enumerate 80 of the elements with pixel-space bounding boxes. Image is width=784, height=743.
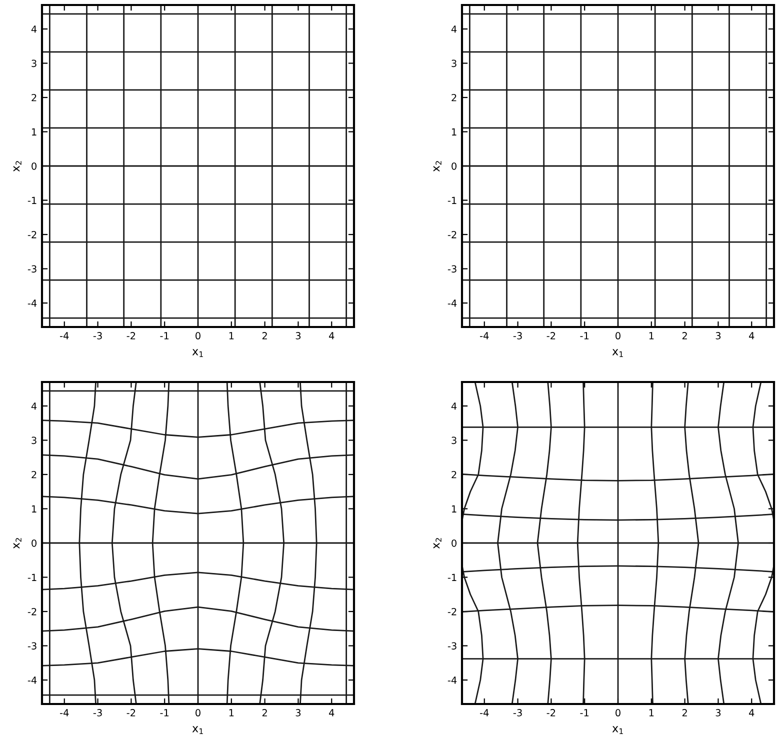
y-tick-label: 2 xyxy=(32,94,36,102)
y-tick-label: 0 xyxy=(452,539,456,547)
y-tick-label: 0 xyxy=(452,162,456,170)
y-tick-label: 2 xyxy=(452,470,456,478)
y-tick-label: 4 xyxy=(31,402,37,410)
y-tick-label: -2 xyxy=(448,230,456,238)
y-tick-label: -1 xyxy=(28,196,36,204)
y-tick-label: 4 xyxy=(451,26,457,33)
y-tick-label: -3 xyxy=(28,642,36,650)
x-tick-label: -1 xyxy=(580,332,589,340)
x-axis-title: x$_{1}$ xyxy=(192,349,203,358)
x-tick-label: 4 xyxy=(749,709,754,716)
x-tick-label: 1 xyxy=(649,709,654,716)
y-tick-label: -4 xyxy=(448,676,457,684)
y-tick-label: -4 xyxy=(28,300,37,307)
x-tick-label: -4 xyxy=(60,709,69,716)
x-tick-label: 1 xyxy=(229,332,234,340)
x-tick-label: -3 xyxy=(93,332,102,340)
y-tick-label: -3 xyxy=(448,642,456,650)
x-tick-label: -2 xyxy=(126,709,136,716)
y-tick-label: -2 xyxy=(448,608,456,616)
x-tick-label: 4 xyxy=(329,332,334,340)
y-tick-label: -2 xyxy=(28,608,36,616)
x-tick-label: -1 xyxy=(160,332,169,340)
x-tick-label: -4 xyxy=(480,709,489,716)
y-tick-label: -3 xyxy=(448,265,456,273)
y-tick-label: 4 xyxy=(31,26,37,33)
x-tick-label: -3 xyxy=(513,332,522,340)
x-tick-label: -2 xyxy=(546,332,556,340)
x-axis-title: x$_{1}$ xyxy=(612,349,623,358)
y-tick-label: -1 xyxy=(448,196,456,204)
x-tick-label: 2 xyxy=(682,709,687,716)
x-tick-label: 4 xyxy=(329,709,334,716)
x-tick-label: 0 xyxy=(616,709,620,716)
x-tick-label: 3 xyxy=(716,332,721,340)
y-axis-title: x$_{2}$ xyxy=(13,161,22,172)
y-tick-label: 4 xyxy=(451,402,457,410)
y-tick-label: -3 xyxy=(28,265,36,273)
y-axis-title: x$_{2}$ xyxy=(433,538,442,549)
x-tick-label: 2 xyxy=(262,332,267,340)
x-tick-label: -3 xyxy=(513,709,522,716)
y-tick-label: 3 xyxy=(32,436,36,444)
y-tick-label: -1 xyxy=(28,574,36,581)
x-tick-label: 0 xyxy=(616,332,620,340)
y-tick-label: 3 xyxy=(452,436,456,444)
y-tick-label: -2 xyxy=(28,230,36,238)
x-tick-label: 0 xyxy=(196,332,200,340)
x-tick-label: -2 xyxy=(126,332,136,340)
x-tick-label: -2 xyxy=(546,709,556,716)
y-axis-title: x$_{2}$ xyxy=(13,538,22,549)
y-tick-label: 1 xyxy=(452,128,456,136)
x-tick-label: 2 xyxy=(682,332,687,340)
x-tick-label: -4 xyxy=(60,332,69,340)
x-tick-label: 3 xyxy=(296,332,301,340)
x-tick-label: -3 xyxy=(93,709,102,716)
x-axis-title: x$_{1}$ xyxy=(612,726,623,734)
y-tick-label: 2 xyxy=(452,94,456,102)
y-tick-label: 0 xyxy=(32,539,36,547)
y-tick-label: 1 xyxy=(32,128,36,136)
y-tick-label: 0 xyxy=(32,162,36,170)
x-tick-label: 1 xyxy=(649,332,654,340)
x-tick-label: 4 xyxy=(749,332,754,340)
x-tick-label: 0 xyxy=(196,709,200,716)
x-tick-label: -4 xyxy=(480,332,489,340)
y-tick-label: -4 xyxy=(448,300,457,307)
y-tick-label: 1 xyxy=(32,505,36,512)
x-tick-label: -1 xyxy=(160,709,169,716)
x-tick-label: 3 xyxy=(296,709,301,716)
y-axis-title: x$_{2}$ xyxy=(433,161,442,172)
x-tick-label: 2 xyxy=(262,709,267,716)
x-tick-label: 3 xyxy=(716,709,721,716)
y-tick-label: -1 xyxy=(448,574,456,581)
y-tick-label: 3 xyxy=(32,60,36,68)
x-axis-title: x$_{1}$ xyxy=(192,726,203,734)
x-tick-label: -1 xyxy=(580,709,589,716)
y-tick-label: -4 xyxy=(28,676,37,684)
x-tick-label: 1 xyxy=(229,709,234,716)
y-tick-label: 2 xyxy=(32,470,36,478)
y-tick-label: 1 xyxy=(452,505,456,512)
y-tick-label: 3 xyxy=(452,60,456,68)
